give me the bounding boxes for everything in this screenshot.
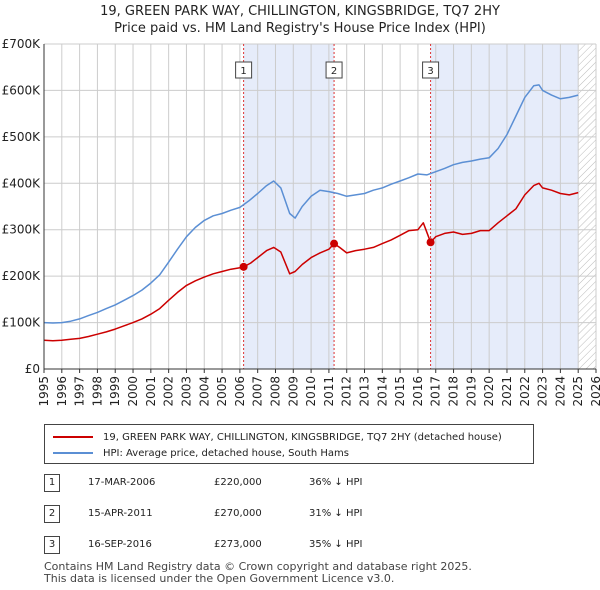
legend-swatch-hpi [53, 452, 93, 454]
x-tick-label: 2001 [144, 376, 158, 407]
x-tick-label: 2005 [215, 376, 229, 407]
x-tick-label: 1995 [37, 376, 51, 407]
y-tick-label: £300K [2, 223, 42, 237]
y-tick-label: £600K [2, 83, 42, 97]
transaction-number: 2 [44, 505, 60, 523]
y-tick-label: £400K [2, 176, 42, 190]
y-tick-label: £700K [2, 37, 42, 51]
transaction-number: 3 [44, 536, 60, 554]
x-tick-label: 2023 [536, 376, 550, 407]
x-tick-label: 2015 [393, 376, 407, 407]
chart-subtitle: Price paid vs. HM Land Registry's House … [114, 21, 486, 36]
legend-label-property: 19, GREEN PARK WAY, CHILLINGTON, KINGSBR… [103, 431, 502, 443]
y-tick-label: £500K [2, 130, 42, 144]
sale-label-number: 2 [331, 66, 337, 77]
sale-label-box: 3 [422, 61, 440, 79]
forecast-hatch [578, 44, 596, 369]
ownership-span [243, 44, 335, 369]
x-tick-label: 1996 [55, 376, 69, 407]
x-tick-label: 2024 [553, 376, 567, 407]
sale-label-frame [422, 61, 440, 79]
x-tick-label: 2006 [233, 376, 247, 407]
x-tick-label: 2025 [571, 376, 585, 407]
sale-point [330, 239, 339, 248]
transaction-price: £220,000 [214, 477, 262, 488]
footer-license: This data is licensed under the Open Gov… [44, 572, 395, 585]
sale-point [239, 262, 248, 271]
x-tick-label: 2013 [358, 376, 372, 407]
sale-label-box: 2 [325, 61, 343, 79]
sale-label-frame [325, 61, 343, 79]
x-tick-label: 1997 [73, 376, 87, 407]
x-tick-label: 2000 [126, 376, 140, 407]
y-tick-label: £100K [2, 316, 42, 330]
legend: 19, GREEN PARK WAY, CHILLINGTON, KINGSBR… [44, 424, 534, 464]
transaction-date: 17-MAR-2006 [88, 477, 156, 488]
x-tick-label: 1998 [90, 376, 104, 407]
legend-item-property: 19, GREEN PARK WAY, CHILLINGTON, KINGSBR… [53, 430, 502, 444]
x-tick-label: 2021 [500, 376, 514, 407]
transaction-hpi: 35% ↓ HPI [309, 539, 363, 550]
x-tick-label: 2022 [518, 376, 532, 407]
legend-swatch-property [53, 436, 93, 438]
sale-point [426, 238, 435, 247]
x-tick-label: 2010 [304, 376, 318, 407]
x-tick-label: 2018 [447, 376, 461, 407]
sale-label-box: 1 [235, 61, 253, 79]
x-tick-label: 2026 [589, 376, 600, 407]
x-tick-label: 2019 [464, 376, 478, 407]
legend-item-hpi: HPI: Average price, detached house, Sout… [53, 446, 349, 460]
x-tick-label: 2014 [375, 376, 389, 407]
x-tick-label: 2007 [251, 376, 265, 407]
transaction-hpi: 31% ↓ HPI [309, 508, 363, 519]
x-tick-label: 2004 [197, 376, 211, 407]
x-tick-label: 2009 [286, 376, 300, 407]
transaction-number: 1 [44, 474, 60, 492]
x-tick-label: 2017 [429, 376, 443, 407]
price-chart: 1 2 3 £0 £100K £200K £300K £400K £500K £600K £700… [2, 37, 600, 407]
hpi-line [43, 84, 579, 324]
transaction-date: 16-SEP-2016 [88, 539, 152, 550]
transaction-hpi: 36% ↓ HPI [309, 477, 363, 488]
ownership-span [430, 44, 579, 369]
legend-label-hpi: HPI: Average price, detached house, Sout… [103, 447, 349, 459]
sale-label-number: 3 [427, 66, 433, 77]
x-tick-label: 2012 [340, 376, 354, 407]
x-tick-label: 1999 [108, 376, 122, 407]
x-tick-label: 2008 [268, 376, 282, 407]
transaction-date: 15-APR-2011 [88, 508, 153, 519]
sale-label-frame [235, 61, 253, 79]
x-tick-label: 2002 [162, 376, 176, 407]
x-tick-label: 2020 [482, 376, 496, 407]
x-tick-label: 2003 [179, 376, 193, 407]
transaction-price: £273,000 [214, 539, 262, 550]
y-tick-label: £0 [25, 362, 40, 376]
x-tick-label: 2016 [411, 376, 425, 407]
x-tick-label: 2011 [322, 376, 336, 407]
property-price-line [43, 182, 579, 342]
y-tick-label: £200K [2, 269, 42, 283]
chart-title: 19, GREEN PARK WAY, CHILLINGTON, KINGSBR… [100, 4, 500, 19]
sale-label-number: 1 [240, 66, 246, 77]
footer-copyright: Contains HM Land Registry data © Crown c… [44, 560, 472, 573]
transaction-price: £270,000 [214, 508, 262, 519]
